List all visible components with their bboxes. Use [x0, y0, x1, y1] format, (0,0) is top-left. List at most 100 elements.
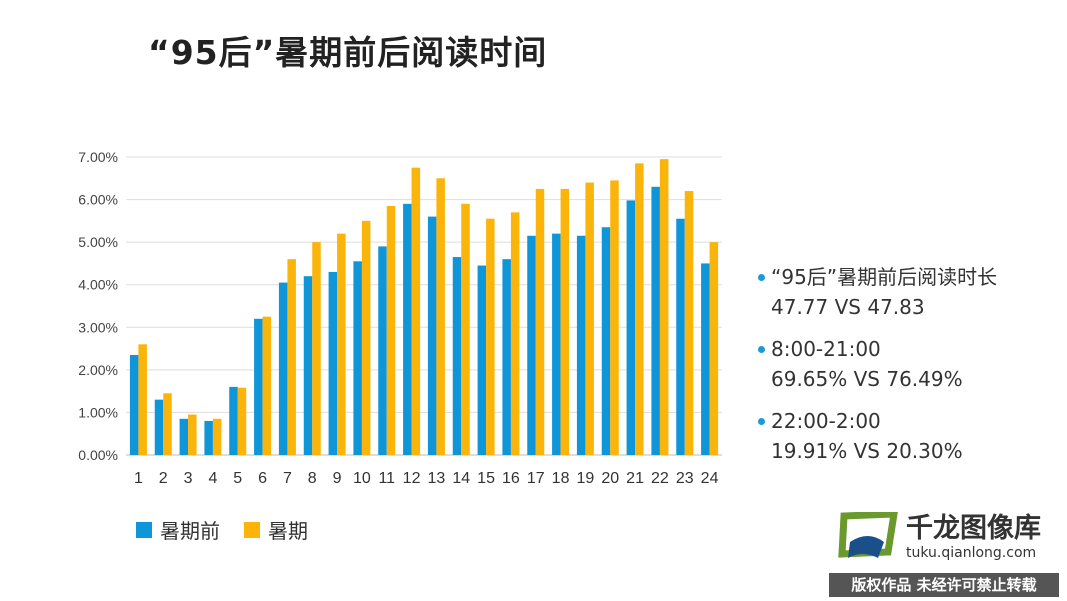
bar-summer-12: [411, 167, 421, 455]
bar-summer-24: [709, 242, 719, 455]
chart-bars: [129, 159, 719, 456]
bar-before-19: [576, 235, 586, 455]
bar-summer-14: [461, 203, 470, 455]
x-tick-label: 8: [308, 470, 317, 487]
bullet-icon: [758, 417, 765, 425]
bar-summer-15: [486, 218, 495, 455]
bullet-icon: [758, 273, 765, 281]
note-value: 19.91% VS 20.30%: [771, 439, 963, 463]
bar-summer-21: [635, 163, 644, 455]
x-tick-label: 20: [601, 470, 619, 487]
page-title: “95后”暑期前后阅读时间: [148, 33, 548, 72]
note-value: 47.77 VS 47.83: [771, 295, 925, 319]
legend-label-before: 暑期前: [160, 519, 220, 543]
bar-before-6: [254, 318, 263, 455]
bar-before-24: [701, 263, 710, 455]
logo-icon: [838, 512, 898, 558]
bar-summer-4: [212, 418, 222, 455]
chart-legend: 暑期前 暑期: [136, 515, 308, 544]
y-tick-label: 6.00%: [78, 192, 118, 208]
bar-before-10: [353, 261, 362, 455]
bar-summer-13: [436, 178, 445, 456]
x-tick-label: 16: [502, 470, 520, 487]
bar-summer-1: [138, 344, 147, 455]
note-value: 69.65% VS 76.49%: [771, 367, 963, 391]
bar-summer-16: [510, 212, 520, 455]
legend-item-before: 暑期前: [136, 515, 220, 544]
bar-summer-19: [585, 182, 594, 456]
chart-gridlines: [126, 156, 722, 456]
y-tick-label: 3.00%: [78, 319, 118, 335]
bar-before-7: [278, 282, 288, 455]
x-tick-label: 18: [552, 470, 570, 487]
bar-before-13: [427, 216, 437, 455]
bar-summer-17: [535, 188, 545, 455]
note-title: 8:00-21:00: [771, 337, 881, 361]
y-tick-label: 2.00%: [78, 362, 118, 378]
x-tick-label: 7: [283, 470, 292, 487]
y-tick-label: 0.00%: [78, 447, 118, 463]
x-tick-label: 5: [233, 470, 242, 487]
bar-before-5: [229, 386, 238, 455]
bar-before-12: [403, 203, 412, 455]
y-axis-ticks: 0.00% 1.00% 2.00% 3.00% 4.00% 5.00% 6.00% 7.00%: [78, 149, 118, 463]
x-tick-label: 22: [651, 470, 669, 487]
bar-before-4: [204, 420, 213, 455]
bar-summer-10: [361, 220, 371, 455]
note-title: 22:00-2:00: [771, 409, 881, 433]
bar-summer-11: [386, 205, 396, 455]
bar-before-3: [179, 418, 189, 455]
legend-item-summer: 暑期: [244, 515, 308, 544]
copyright-notice: 版权作品 未经许可禁止转载: [829, 573, 1059, 597]
x-tick-label: 19: [577, 470, 595, 487]
note-night: 22:00-2:00 19.91% VS 20.30%: [758, 406, 1058, 466]
y-tick-label: 5.00%: [78, 234, 118, 250]
bar-before-22: [651, 186, 660, 456]
note-reading-duration: “95后”暑期前后阅读时长 47.77 VS 47.83: [758, 262, 1058, 322]
note-title: “95后”暑期前后阅读时长: [771, 265, 998, 289]
x-tick-label: 17: [527, 470, 545, 487]
x-tick-label: 11: [378, 470, 395, 487]
bar-summer-7: [287, 259, 296, 455]
x-tick-label: 21: [626, 470, 644, 487]
bar-before-20: [601, 227, 611, 455]
bar-before-9: [328, 271, 338, 455]
bar-summer-18: [560, 188, 570, 455]
bar-before-8: [303, 276, 313, 455]
bar-summer-22: [659, 159, 669, 455]
bar-before-16: [502, 259, 511, 455]
bar-before-14: [452, 257, 462, 455]
note-daytime: 8:00-21:00 69.65% VS 76.49%: [758, 334, 1058, 394]
x-tick-label: 9: [333, 470, 342, 487]
watermark-logo: 千龙图像库 tuku.qianlong.com: [838, 512, 1041, 564]
bar-before-2: [154, 399, 164, 455]
legend-swatch-summer: [244, 521, 260, 538]
bar-before-21: [626, 200, 636, 455]
x-tick-label: 12: [403, 470, 421, 487]
bar-summer-9: [337, 233, 346, 455]
x-tick-label: 23: [676, 470, 694, 487]
x-tick-label: 4: [208, 470, 217, 487]
bar-before-1: [129, 354, 139, 455]
y-tick-label: 7.00%: [78, 149, 118, 165]
bar-summer-23: [684, 191, 694, 456]
x-tick-label: 3: [184, 470, 193, 487]
bar-summer-20: [610, 180, 619, 455]
summary-notes: “95后”暑期前后阅读时长 47.77 VS 47.83 8:00-21:00 …: [758, 262, 1058, 478]
x-tick-label: 10: [353, 470, 371, 487]
y-tick-label: 4.00%: [78, 277, 118, 293]
bar-summer-2: [163, 393, 172, 455]
bar-before-17: [527, 235, 536, 455]
x-tick-label: 13: [428, 470, 446, 487]
legend-label-summer: 暑期: [268, 519, 308, 543]
x-tick-label: 15: [477, 470, 495, 487]
bar-summer-8: [312, 242, 321, 455]
x-axis-ticks: 1 2 3 4 5 6 7 8 9 10 11 12 13 14 15 16 17 18 19 20 21 22 23 24: [134, 470, 719, 487]
legend-swatch-before: [136, 521, 152, 538]
logo-brand-text: 千龙图像库: [906, 513, 1041, 544]
logo-url-text: tuku.qianlong.com: [906, 545, 1037, 561]
x-tick-label: 1: [134, 470, 143, 487]
bar-summer-6: [262, 316, 272, 455]
x-tick-label: 6: [258, 470, 267, 487]
